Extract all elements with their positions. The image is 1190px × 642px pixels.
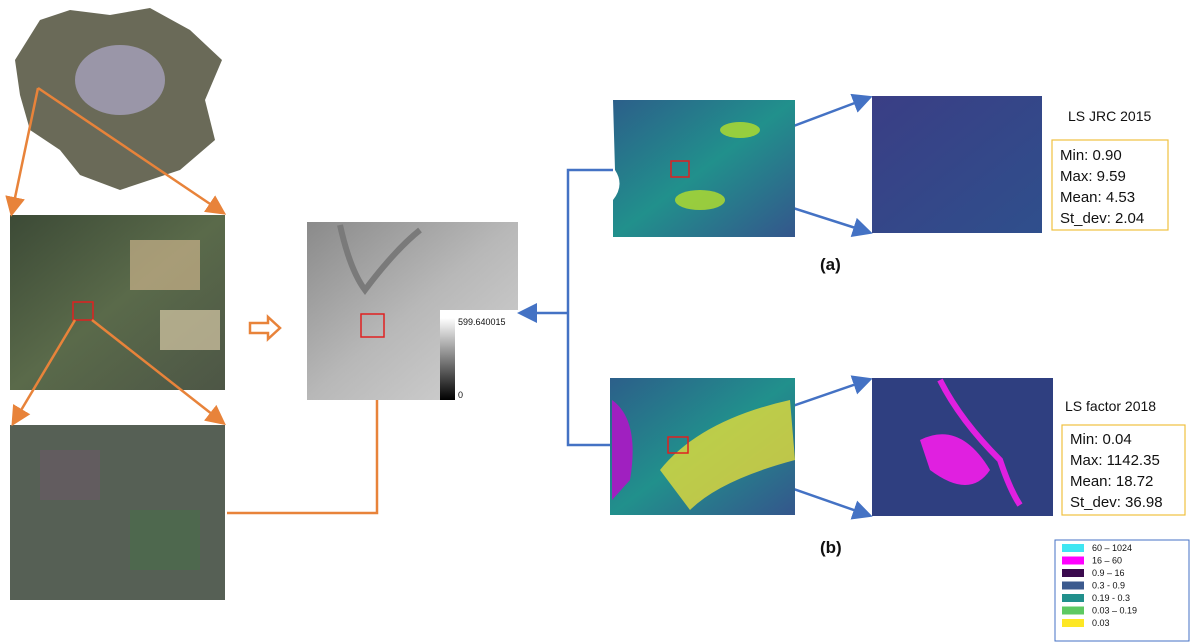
stat: Max: 9.59 xyxy=(1060,168,1126,185)
legend-label: 60 – 1024 xyxy=(1092,543,1132,553)
legend-label: 0.03 – 0.19 xyxy=(1092,606,1137,616)
legend-swatch xyxy=(1062,557,1084,565)
legend-label: 0.03 xyxy=(1092,618,1110,628)
legend-swatch xyxy=(1062,594,1084,602)
caption: (a) xyxy=(820,255,841,274)
stat: Mean: 18.72 xyxy=(1070,473,1153,490)
colorbar-max: 599.640015 xyxy=(458,317,506,327)
dem: 599.640015 0 xyxy=(307,222,518,400)
figure: 599.640015 0 LS JRC 2015 Min: 0.90 Max: … xyxy=(0,0,1190,642)
legend-swatch xyxy=(1062,619,1084,627)
left-images xyxy=(10,8,225,600)
stat: Max: 1142.35 xyxy=(1070,452,1160,469)
legend-label: 0.3 - 0.9 xyxy=(1092,581,1125,591)
panel-title: LS JRC 2015 xyxy=(1068,108,1151,124)
stat: Min: 0.90 xyxy=(1060,147,1122,164)
panel-a: LS JRC 2015 Min: 0.90 Max: 9.59 Mean: 4.… xyxy=(613,96,1168,274)
legend: 60 – 1024 16 – 60 0.9 – 16 0.3 - 0.9 0.19 - … xyxy=(1055,540,1189,641)
caption: (b) xyxy=(820,538,842,557)
stat: St_dev: 36.98 xyxy=(1070,494,1163,511)
stat: Mean: 4.53 xyxy=(1060,189,1135,206)
colorbar-min: 0 xyxy=(458,390,463,400)
legend-swatch xyxy=(1062,544,1084,552)
legend-label: 0.9 – 16 xyxy=(1092,568,1125,578)
legend-swatch xyxy=(1062,569,1084,577)
stat: St_dev: 2.04 xyxy=(1060,210,1144,227)
panel-b: LS factor 2018 Min: 0.04 Max: 1142.35 Me… xyxy=(610,378,1185,557)
legend-label: 16 – 60 xyxy=(1092,556,1122,566)
legend-swatch xyxy=(1062,607,1084,615)
legend-label: 0.19 - 0.3 xyxy=(1092,593,1130,603)
stat: Min: 0.04 xyxy=(1070,431,1132,448)
panel-title: LS factor 2018 xyxy=(1065,398,1156,414)
legend-swatch xyxy=(1062,582,1084,590)
